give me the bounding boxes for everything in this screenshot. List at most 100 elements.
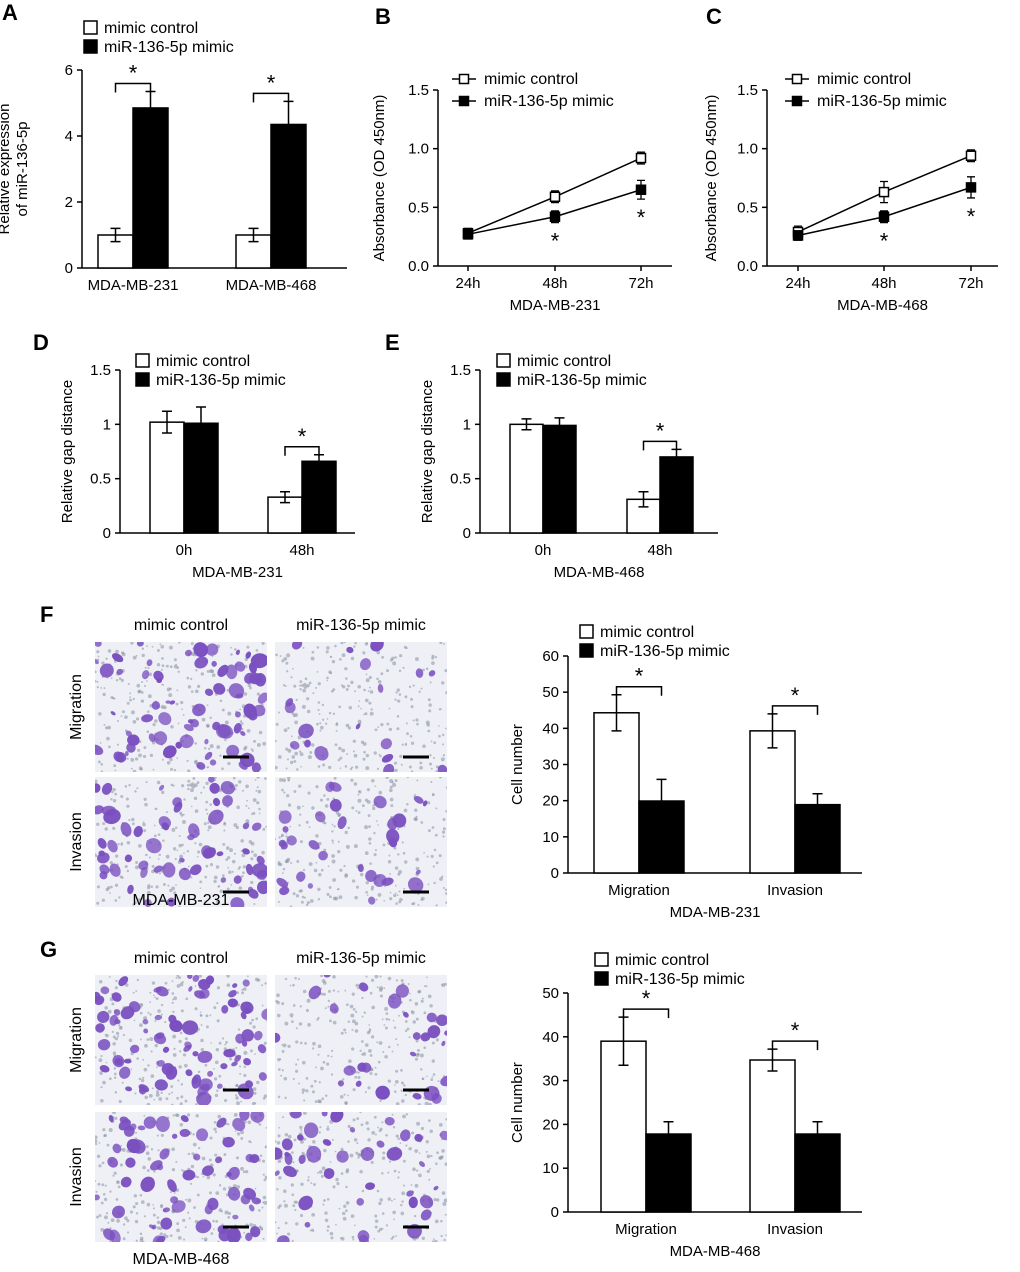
membrane-pore <box>137 898 141 902</box>
membrane-pore <box>424 1101 429 1105</box>
membrane-pore <box>115 649 119 654</box>
membrane-pore <box>131 817 135 822</box>
stained-cell <box>100 986 110 995</box>
membrane-pore <box>189 783 193 787</box>
membrane-pore <box>427 729 431 733</box>
membrane-pore <box>307 1176 310 1179</box>
stained-cell <box>242 822 250 830</box>
membrane-pore <box>124 983 129 987</box>
membrane-pore <box>445 810 447 813</box>
membrane-pore <box>311 1090 315 1094</box>
membrane-pore <box>338 895 343 900</box>
membrane-pore <box>400 1081 404 1085</box>
membrane-pore <box>365 1121 369 1125</box>
membrane-pore <box>128 1038 133 1043</box>
membrane-pore <box>302 989 307 994</box>
membrane-pore <box>200 1024 203 1027</box>
membrane-pore <box>445 786 447 789</box>
membrane-pore <box>221 767 224 770</box>
membrane-pore <box>196 781 200 785</box>
membrane-pore <box>379 755 382 758</box>
micrograph-content <box>95 975 267 1105</box>
membrane-pore <box>184 1063 188 1068</box>
membrane-pore <box>177 722 180 725</box>
membrane-pore <box>144 1043 148 1048</box>
row-label: Migration <box>68 674 85 740</box>
membrane-pore <box>286 794 290 798</box>
error-bar <box>162 410 172 434</box>
membrane-pore <box>177 1079 180 1082</box>
stained-cell <box>162 745 177 759</box>
y-tick-label: 50 <box>542 684 559 701</box>
membrane-pore <box>193 796 198 801</box>
membrane-pore <box>197 1070 201 1074</box>
membrane-pore <box>115 1031 120 1036</box>
membrane-pore <box>168 693 173 698</box>
membrane-pore <box>277 900 280 903</box>
membrane-pore <box>245 784 249 789</box>
membrane-pore <box>113 1171 117 1175</box>
membrane-pore <box>265 1019 267 1022</box>
membrane-pore <box>160 1013 163 1016</box>
membrane-pore <box>154 1043 158 1048</box>
membrane-pore <box>187 769 191 772</box>
membrane-pore <box>96 686 99 689</box>
y-tick-label: 1 <box>463 416 471 433</box>
membrane-pore <box>396 688 400 692</box>
membrane-pore <box>374 728 378 732</box>
stained-cell <box>251 822 262 831</box>
membrane-pore <box>426 1169 430 1173</box>
membrane-pore <box>180 700 184 705</box>
membrane-pore <box>349 1004 354 1009</box>
membrane-pore <box>256 777 260 779</box>
membrane-pore <box>180 784 185 788</box>
membrane-pore <box>265 825 267 828</box>
membrane-pore <box>292 1204 296 1208</box>
stained-cell <box>204 751 213 760</box>
membrane-pore <box>134 1092 137 1095</box>
membrane-pore <box>225 858 229 861</box>
membrane-pore <box>277 861 281 865</box>
stained-cell <box>194 656 209 669</box>
membrane-pore <box>135 1131 138 1134</box>
membrane-pore <box>438 725 440 727</box>
stained-cell <box>153 987 162 993</box>
membrane-pore <box>359 1169 363 1174</box>
membrane-pore <box>405 722 408 725</box>
membrane-pore <box>110 677 113 680</box>
stained-cell <box>180 1115 189 1123</box>
membrane-pore <box>360 1040 364 1043</box>
membrane-pore <box>249 1021 253 1025</box>
bar-control-0 <box>509 423 544 534</box>
stained-cell <box>140 867 148 878</box>
stained-cell <box>99 871 108 880</box>
y-tick-label: 6 <box>65 62 73 79</box>
data-point-mimic <box>635 184 647 195</box>
membrane-pore <box>332 878 337 882</box>
stained-cell <box>298 723 314 739</box>
membrane-pore <box>309 1229 312 1232</box>
membrane-pore <box>216 745 221 749</box>
stained-cell <box>420 1032 431 1042</box>
membrane-pore <box>187 685 192 689</box>
membrane-pore <box>379 994 384 998</box>
membrane-pore <box>322 718 325 721</box>
membrane-pore <box>277 1206 281 1209</box>
stained-cell <box>196 762 206 770</box>
membrane-pore <box>415 1017 419 1021</box>
membrane-pore <box>95 779 98 784</box>
stained-cell <box>253 1030 263 1041</box>
membrane-pore <box>261 642 265 646</box>
legend-label: miR-136-5p mimic <box>517 372 647 389</box>
membrane-pore <box>237 780 242 784</box>
membrane-pore <box>378 988 383 992</box>
membrane-pore <box>169 687 172 691</box>
membrane-pore <box>414 1057 419 1061</box>
membrane-pore <box>112 1035 116 1039</box>
membrane-pore <box>186 1113 191 1117</box>
stained-cell <box>239 1112 250 1121</box>
membrane-pore <box>301 704 306 709</box>
membrane-pore <box>345 844 350 849</box>
membrane-pore <box>180 1169 183 1171</box>
stained-cell <box>141 670 150 680</box>
